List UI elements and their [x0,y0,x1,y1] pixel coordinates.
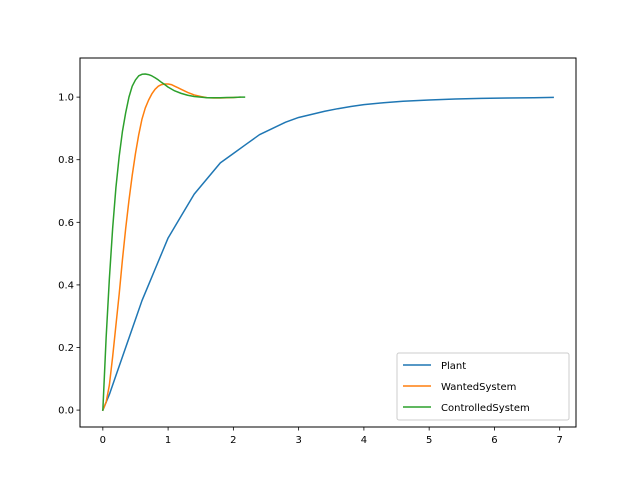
x-tick-label: 7 [556,435,562,446]
x-tick-label: 4 [361,435,367,446]
y-axis: 0.0 0.2 0.4 0.6 0.8 1.0 [58,93,80,417]
y-tick-label: 1.0 [58,93,74,104]
y-tick-label: 0.0 [58,406,74,417]
x-tick-label: 1 [165,435,171,446]
x-tick-label: 0 [100,435,106,446]
y-tick-label: 0.2 [58,343,74,354]
axes-frame [79,57,577,428]
series-lines [101,73,554,412]
legend-label: WantedSystem [441,382,516,393]
legend-label: Plant [441,361,466,372]
y-tick-label: 0.6 [58,218,74,229]
x-tick-label: 6 [491,435,497,446]
x-axis: 0 1 2 3 4 5 6 7 [100,427,563,446]
legend-label: ControlledSystem [441,403,530,414]
legend: Plant WantedSystem ControlledSystem [396,352,570,421]
legend-box [396,352,570,421]
series-line-controlledsystem [102,73,246,411]
y-tick-label: 0.4 [58,280,74,291]
x-tick-label: 2 [230,435,236,446]
y-tick-label: 0.8 [58,155,74,166]
x-tick-label: 3 [295,435,301,446]
x-tick-label: 5 [426,435,432,446]
series-line-plant [101,96,554,412]
